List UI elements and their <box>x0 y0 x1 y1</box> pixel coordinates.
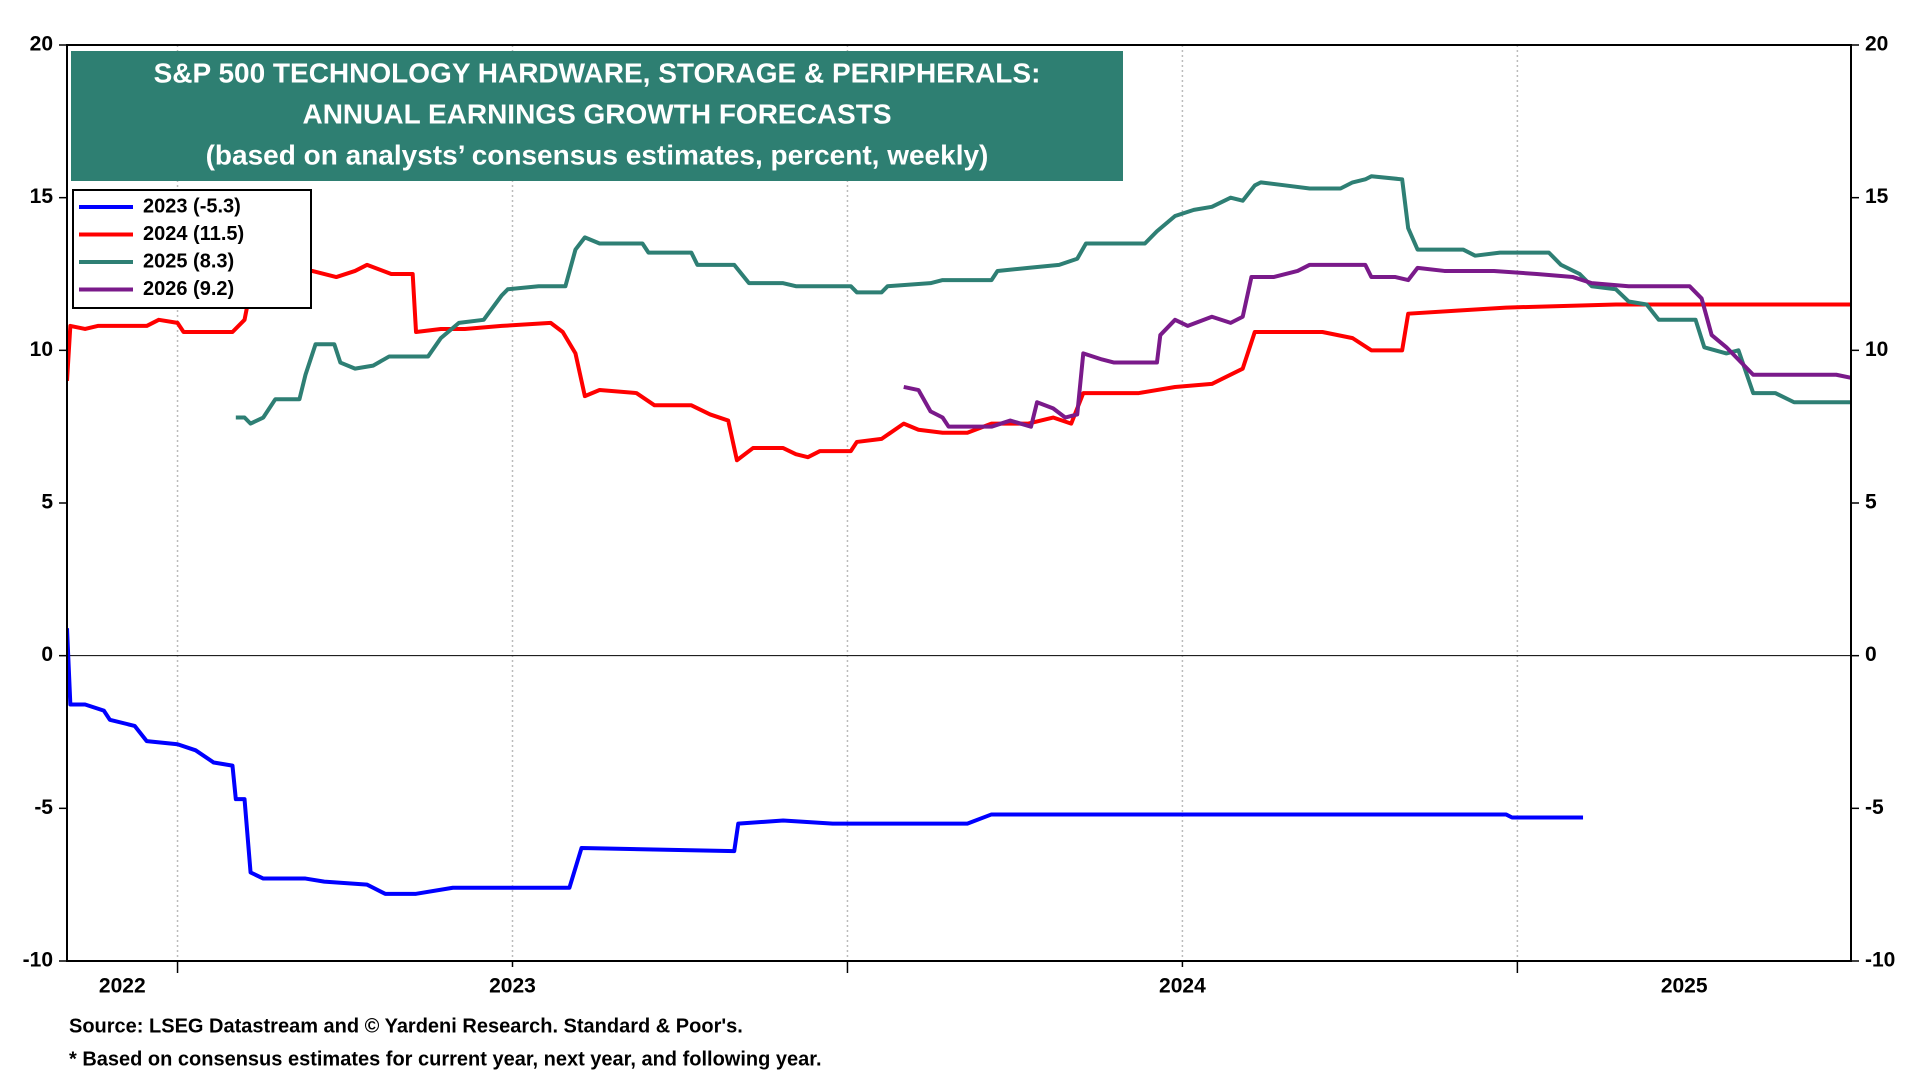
x-tick-label: 2023 <box>489 975 536 998</box>
y-tick-label: 20 <box>30 33 53 56</box>
y2-tick-label: 10 <box>1865 338 1888 361</box>
y-tick-label: -5 <box>34 796 53 819</box>
y2-tick-label: 20 <box>1865 33 1888 56</box>
x-tick-label: 2024 <box>1159 975 1206 998</box>
series-line <box>67 628 1584 896</box>
y2-tick-label: -10 <box>1865 949 1895 972</box>
y-tick-label: 15 <box>30 185 54 208</box>
y2-tick-label: 0 <box>1865 643 1877 666</box>
footnote: * Based on consensus estimates for curre… <box>69 1048 822 1070</box>
y-tick-label: 5 <box>41 491 53 514</box>
series-line <box>903 262 1851 429</box>
x-tick-label: 2022 <box>99 975 146 998</box>
y2-tick-label: -5 <box>1865 796 1884 819</box>
x-tick-label: 2025 <box>1661 975 1708 998</box>
plot-frame <box>66 44 1852 962</box>
chart-title: S&P 500 TECHNOLOGY HARDWARE, STORAGE & P… <box>154 57 1041 88</box>
legend-label: 2026 (9.2) <box>143 278 234 300</box>
footnote: Source: LSEG Datastream and © Yardeni Re… <box>69 1015 743 1037</box>
y2-tick-label: 5 <box>1865 491 1877 514</box>
legend-label: 2024 (11.5) <box>143 223 244 245</box>
y-tick-label: -10 <box>23 949 53 972</box>
legend-label: 2025 (8.3) <box>143 250 234 272</box>
chart-title: ANNUAL EARNINGS GROWTH FORECASTS <box>302 98 891 129</box>
title-box <box>71 51 1123 181</box>
y2-tick-label: 15 <box>1865 185 1889 208</box>
y-tick-label: 10 <box>30 338 53 361</box>
legend-label: 2023 (-5.3) <box>143 195 241 217</box>
y-tick-label: 0 <box>41 643 53 666</box>
chart-title: (based on analysts’ consensus estimates,… <box>206 139 989 170</box>
